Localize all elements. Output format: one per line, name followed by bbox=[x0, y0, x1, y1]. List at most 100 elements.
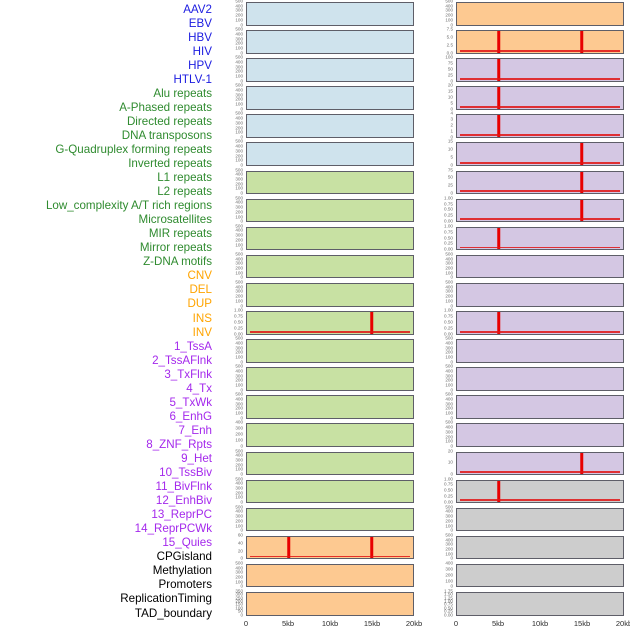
y-tick-label: 50 bbox=[447, 66, 453, 72]
y-tick-label: 0 bbox=[450, 22, 453, 28]
track-panel-z-dna-motifs bbox=[246, 507, 414, 532]
track-panel-mir-repeats bbox=[246, 451, 414, 476]
y-tick-label: 1.50 bbox=[444, 592, 453, 598]
y-axis-ticks: 75 50 25 0 bbox=[428, 168, 456, 196]
signal-baseline bbox=[460, 471, 620, 474]
track-panel-hiv bbox=[246, 86, 414, 110]
y-axis-ticks: 500 400 300 200 100 0 bbox=[428, 252, 456, 281]
y-axis-ticks: 500 400 300 200 100 0 bbox=[218, 168, 246, 196]
y-tick-label: 0 bbox=[240, 415, 243, 421]
feature-label-aav2: AAV2 bbox=[183, 2, 212, 16]
y-tick-label: 0.50 bbox=[444, 319, 453, 325]
y-tick-label: 15 bbox=[447, 88, 453, 94]
y-tick-label: 0 bbox=[450, 275, 453, 281]
panel-row-microsatellites: 400 300 200 100 0 bbox=[218, 420, 414, 448]
y-axis-ticks: 500 400 300 200 100 0 bbox=[428, 364, 456, 392]
track-panel-8-znf-rpts bbox=[456, 254, 624, 279]
track-panel-6-enhg bbox=[456, 198, 624, 223]
y-tick-label: 100 bbox=[235, 467, 243, 473]
signal-baseline bbox=[460, 218, 620, 221]
y-tick-label: 0.25 bbox=[444, 213, 453, 219]
feature-label-del: DEL bbox=[189, 283, 212, 297]
y-tick-label: 0 bbox=[450, 359, 453, 365]
signal-baseline bbox=[250, 330, 410, 333]
track-panel-14-reprpcwk bbox=[456, 423, 624, 447]
panel-row-htlv-1: 500 400 300 200 100 0 bbox=[218, 139, 414, 167]
feature-label-l1-repeats: L1 repeats bbox=[157, 171, 212, 185]
y-axis-ticks: 500 400 300 200 100 0 bbox=[428, 336, 456, 365]
y-tick-label: 300 bbox=[445, 429, 453, 435]
y-tick-label: 15 bbox=[447, 139, 453, 145]
y-tick-label: 7.5 bbox=[446, 26, 453, 32]
panel-row-g-quadruplex-forming-repeats: 500 400 300 200 100 0 bbox=[218, 280, 414, 308]
y-tick-label: 200 bbox=[235, 598, 243, 604]
y-tick-label: 400 bbox=[445, 284, 453, 290]
y-tick-label: 200 bbox=[445, 293, 453, 299]
track-panel-ebv bbox=[246, 30, 414, 54]
y-tick-label: 500 bbox=[235, 139, 243, 145]
signal-spike bbox=[496, 31, 501, 53]
signal-baseline bbox=[460, 106, 620, 108]
y-tick-label: 0 bbox=[240, 218, 243, 224]
feature-label-7-enh: 7_Enh bbox=[178, 423, 212, 437]
y-tick-label: 200 bbox=[235, 490, 243, 496]
y-tick-label: 100 bbox=[445, 578, 453, 584]
track-panel-5-txwk bbox=[456, 170, 624, 195]
panel-row-11-bivflnk: 500 400 300 200 100 0 bbox=[428, 336, 624, 365]
y-tick-label: 0 bbox=[240, 471, 243, 477]
y-tick-label: 400 bbox=[235, 31, 243, 37]
y-tick-label: 0.50 bbox=[444, 207, 453, 213]
y-tick-label: 1 bbox=[450, 128, 453, 134]
y-axis-ticks: 500 400 300 200 100 0 bbox=[218, 336, 246, 364]
track-column-right: 500 400 300 200 100 0 7.5 5.0 2.5 0.0 100 75 50 25 0 20… bbox=[428, 0, 624, 620]
y-tick-label: 300 bbox=[445, 513, 453, 519]
panel-row-del: 500 400 300 200 100 0 bbox=[218, 561, 414, 589]
feature-label-13-reprpc: 13_ReprPC bbox=[151, 508, 212, 522]
y-tick-label: 2 bbox=[450, 122, 453, 128]
y-tick-label: 400 bbox=[235, 200, 243, 206]
y-tick-label: 0 bbox=[450, 162, 453, 168]
panel-row-mirror-repeats: 500 400 300 200 100 0 bbox=[218, 477, 414, 505]
x-tick-label: 0 bbox=[243, 619, 249, 628]
y-tick-label: 50 bbox=[237, 608, 243, 614]
y-tick-label: 200 bbox=[445, 349, 453, 355]
y-tick-label: 100 bbox=[235, 523, 243, 529]
signal-baseline bbox=[460, 246, 620, 249]
panel-row-dna-transposons: 500 400 300 200 100 0 bbox=[218, 252, 414, 280]
y-tick-label: 200 bbox=[235, 181, 243, 187]
y-tick-label: 300 bbox=[235, 345, 243, 351]
y-axis-ticks: 60 40 20 0 bbox=[218, 533, 246, 562]
y-tick-label: 300 bbox=[235, 513, 243, 519]
panel-row-ins: 500 400 300 200 100 0 bbox=[428, 0, 624, 28]
signal-spike bbox=[579, 31, 584, 53]
y-tick-label: 400 bbox=[235, 256, 243, 262]
y-axis-ticks: 1.00 0.75 0.50 0.25 0.00 bbox=[428, 196, 456, 224]
feature-label-10-tssbiv: 10_TssBiv bbox=[159, 466, 212, 480]
y-tick-label: 0 bbox=[450, 78, 453, 84]
feature-label-inverted-repeats: Inverted repeats bbox=[128, 157, 212, 171]
y-tick-label: 0.50 bbox=[444, 235, 453, 241]
y-tick-label: 100 bbox=[445, 551, 453, 557]
y-tick-label: 1.00 bbox=[444, 307, 453, 313]
y-tick-label: 100 bbox=[235, 186, 243, 192]
y-tick-label: 0.00 bbox=[444, 331, 453, 337]
y-axis-ticks: 500 400 300 200 100 0 bbox=[218, 196, 246, 224]
y-tick-label: 200 bbox=[235, 518, 243, 524]
y-axis-ticks: 400 300 200 100 0 bbox=[218, 420, 246, 448]
y-axis-ticks: 500 400 300 200 100 0 bbox=[218, 224, 246, 252]
y-axis-ticks: 500 400 300 200 100 0 bbox=[218, 55, 246, 83]
y-axis-ticks: 500 400 300 200 100 0 bbox=[218, 252, 246, 280]
y-tick-label: 0.75 bbox=[444, 602, 453, 608]
y-tick-label: 200 bbox=[235, 40, 243, 46]
y-tick-label: 400 bbox=[445, 396, 453, 402]
y-axis-ticks: 500 400 300 200 100 0 bbox=[428, 0, 456, 28]
y-tick-label: 400 bbox=[235, 228, 243, 234]
x-tick-label: 20kb bbox=[615, 619, 630, 628]
signal-spike bbox=[496, 480, 501, 503]
y-tick-label: 0 bbox=[240, 556, 243, 562]
y-tick-label: 0 bbox=[240, 22, 243, 28]
x-tick-label: 15kb bbox=[363, 619, 381, 628]
track-panel-a-phased-repeats bbox=[246, 198, 414, 223]
y-tick-label: 1.00 bbox=[444, 476, 453, 482]
